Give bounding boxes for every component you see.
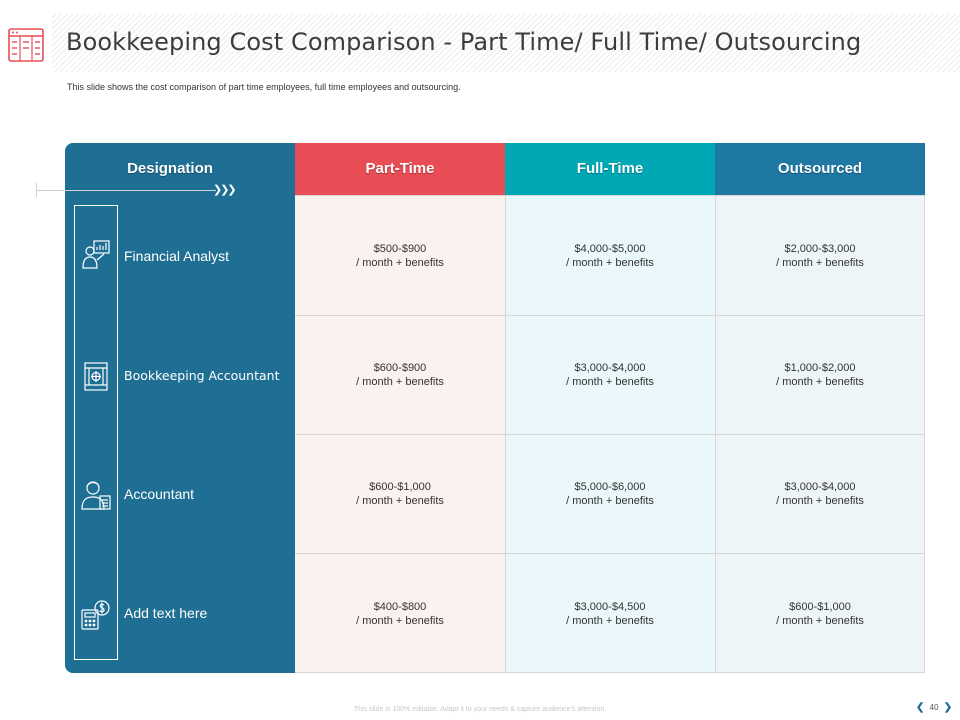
next-slide-arrow-icon[interactable]: ❯ <box>943 702 953 713</box>
table-cell: $600-$1,000/ month + benefits <box>356 481 444 507</box>
designation-label: Financial Analyst <box>124 248 230 264</box>
table-cell: $3,000-$4,000/ month + benefits <box>776 481 864 507</box>
row-divider <box>295 195 925 196</box>
row-divider <box>295 434 925 435</box>
title-bar <box>0 14 960 72</box>
pager: ❮ 40 ❯ <box>916 702 952 713</box>
designation-label: Bookkeeping Accountant <box>124 368 280 383</box>
accountant-person-icon <box>81 481 111 510</box>
table-cell: $3,000-$4,500/ month + benefits <box>566 601 654 627</box>
column-divider <box>924 195 925 673</box>
column-divider <box>715 195 716 673</box>
column-header-outsourced: Outsourced <box>715 143 925 195</box>
bookkeeping-ledger-icon <box>84 362 108 391</box>
table-cell: $4,000-$5,000/ month + benefits <box>566 243 654 269</box>
column-header-full-time: Full-Time <box>505 143 715 195</box>
column-divider <box>505 195 506 673</box>
row-divider <box>295 315 925 316</box>
prev-slide-arrow-icon[interactable]: ❮ <box>916 702 925 713</box>
column-header-designation: Designation <box>127 160 213 177</box>
designation-label: Add text here <box>124 605 208 621</box>
table-cell: $500-$900/ month + benefits <box>356 243 444 269</box>
table-cell: $5,000-$6,000/ month + benefits <box>566 481 654 507</box>
page-title: Bookkeeping Cost Comparison - Part Time/… <box>66 28 862 56</box>
icon-frame <box>74 205 118 660</box>
row-divider <box>295 672 925 673</box>
spreadsheet-icon <box>8 28 44 62</box>
table-cell: $600-$900/ month + benefits <box>356 362 444 388</box>
calculator-dollar-icon <box>81 600 110 630</box>
decorative-line <box>36 190 216 191</box>
row-divider <box>295 553 925 554</box>
table-cell: $2,000-$3,000/ month + benefits <box>776 243 864 269</box>
table-cell: $400-$800/ month + benefits <box>356 601 444 627</box>
footer-note: This slide is 100% editable. Adapt it to… <box>353 706 607 713</box>
designation-label: Accountant <box>124 486 195 502</box>
chevrons-right-icon: ❯❯❯ <box>213 184 237 196</box>
designation-panel <box>65 143 295 673</box>
column-header-part-time: Part-Time <box>295 143 505 195</box>
table-cell: $3,000-$4,000/ month + benefits <box>566 362 654 388</box>
page-number: 40 <box>929 703 939 712</box>
table-cell: $1,000-$2,000/ month + benefits <box>776 362 864 388</box>
financial-analyst-icon <box>82 240 110 269</box>
table-body-background <box>295 143 925 673</box>
table-cell: $600-$1,000/ month + benefits <box>776 601 864 627</box>
page-subtitle: This slide shows the cost comparison of … <box>67 82 461 92</box>
